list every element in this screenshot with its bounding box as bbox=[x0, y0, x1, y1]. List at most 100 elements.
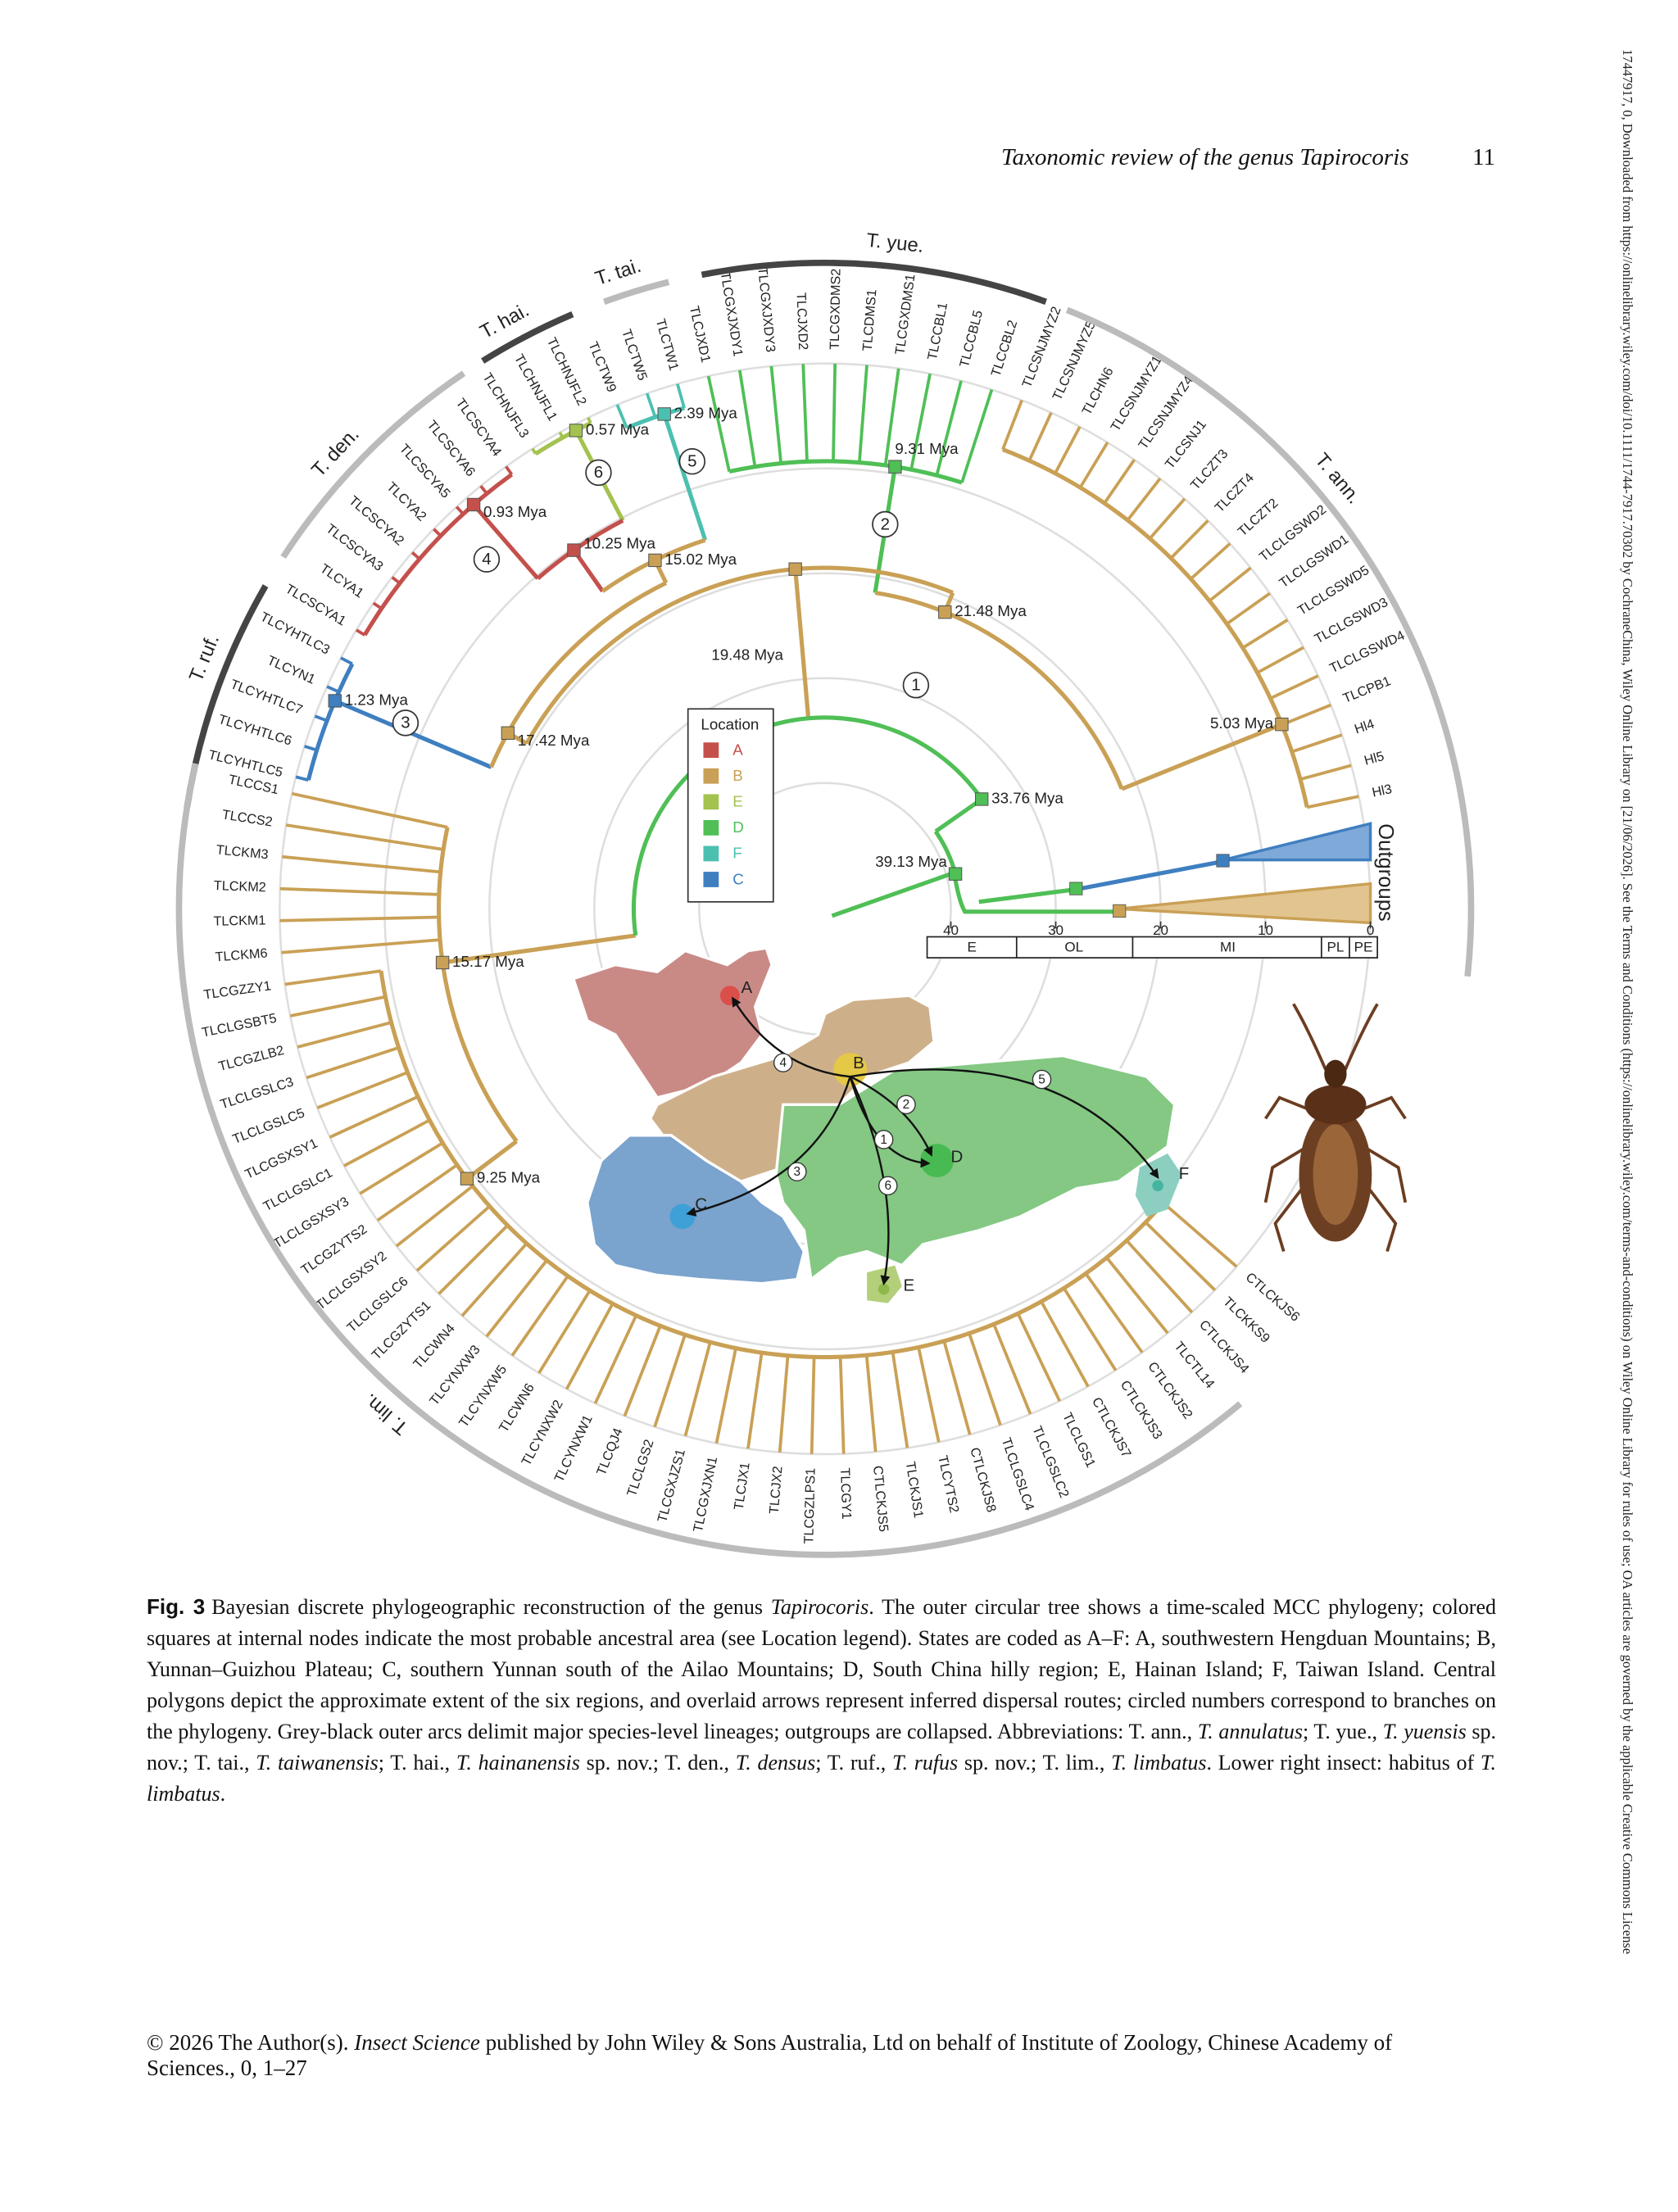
node-age-label: 0.93 Mya bbox=[483, 503, 547, 520]
outgroup-branch bbox=[1076, 859, 1224, 891]
node-age-label: 15.02 Mya bbox=[664, 551, 737, 568]
tip-label: TLCYNXW2 bbox=[519, 1398, 566, 1468]
branch bbox=[1241, 619, 1289, 650]
branch bbox=[415, 1204, 491, 1272]
branch bbox=[1016, 1312, 1061, 1403]
area-dot bbox=[719, 986, 740, 1006]
outgroup-branch bbox=[953, 877, 1119, 914]
epoch-bar bbox=[926, 936, 1378, 959]
text-run: T. hainanensis bbox=[456, 1751, 580, 1775]
tip-label: TLCWN4 bbox=[410, 1321, 458, 1371]
tip-label: TLCSCYA1 bbox=[283, 582, 348, 629]
area-dot bbox=[920, 1144, 954, 1178]
branch bbox=[992, 1323, 1032, 1415]
branch bbox=[1190, 542, 1231, 581]
route-number-circle bbox=[896, 1095, 916, 1115]
node-age-label: 19.48 Mya bbox=[711, 646, 783, 663]
branch bbox=[537, 1290, 592, 1375]
branch bbox=[1121, 722, 1283, 791]
branch bbox=[810, 1357, 816, 1454]
legend-swatch bbox=[703, 845, 719, 862]
node-age-label: 9.25 Mya bbox=[477, 1169, 541, 1186]
branch bbox=[510, 1275, 569, 1357]
branch-arc bbox=[625, 406, 685, 430]
text-run: ; T. yue., bbox=[1302, 1720, 1383, 1743]
tip-label: TLCZT3 bbox=[1188, 446, 1231, 493]
branch bbox=[1084, 1272, 1144, 1353]
area-dot bbox=[833, 1053, 868, 1087]
branch bbox=[1040, 1300, 1090, 1388]
area-dot bbox=[669, 1203, 696, 1230]
tip-label: TLCLGSLC5 bbox=[230, 1105, 306, 1147]
node-square bbox=[948, 867, 963, 881]
node-age-label: 5.03 Mya bbox=[1210, 714, 1274, 732]
tip-label: TLCLGSLC2 bbox=[1029, 1424, 1072, 1500]
text-run: T. limbatus bbox=[1111, 1751, 1207, 1775]
tip-label: TLCYTS2 bbox=[935, 1454, 961, 1514]
root-stem bbox=[831, 872, 952, 918]
branch bbox=[565, 1303, 615, 1390]
text-run: sp. nov.; T. lim., bbox=[958, 1751, 1112, 1775]
branch bbox=[531, 447, 537, 455]
node-square bbox=[501, 726, 515, 740]
branch bbox=[279, 915, 439, 922]
text-run: Bayesian discrete phylogeographic recons… bbox=[211, 1595, 771, 1619]
tip-label: TLCHNJFL2 bbox=[544, 335, 589, 408]
branch bbox=[343, 1118, 431, 1167]
branch bbox=[279, 886, 439, 896]
branch bbox=[934, 797, 983, 833]
node-square bbox=[1113, 904, 1127, 918]
branch bbox=[968, 1332, 1002, 1426]
branch bbox=[706, 375, 731, 472]
branch bbox=[1027, 411, 1053, 462]
branch bbox=[746, 1352, 764, 1449]
node-age-label: 9.31 Mya bbox=[895, 440, 959, 457]
branch bbox=[316, 1071, 409, 1109]
branch bbox=[505, 465, 514, 476]
tip-label: TLCPB1 bbox=[1341, 673, 1394, 706]
branch bbox=[1162, 1201, 1238, 1268]
tip-label: TLCCBL1 bbox=[925, 301, 950, 361]
clade-arc bbox=[481, 311, 574, 364]
node-square bbox=[648, 553, 662, 568]
branch bbox=[1226, 592, 1271, 626]
branch bbox=[935, 380, 963, 476]
branch bbox=[572, 549, 605, 593]
wing bbox=[1313, 1124, 1358, 1226]
node-age-label: 33.76 Mya bbox=[991, 789, 1063, 806]
tip-label: TLCYHTLC6 bbox=[216, 712, 293, 749]
branch bbox=[465, 1140, 518, 1181]
axis-tick-label: 10 bbox=[1258, 922, 1273, 938]
branch-number-circle bbox=[392, 709, 420, 737]
tip-label: TLCJXD1 bbox=[687, 305, 714, 364]
outgroup-wedge bbox=[1118, 882, 1372, 925]
branch bbox=[1054, 425, 1082, 474]
legend-label: E bbox=[732, 793, 743, 810]
node-age-label: 0.57 Mya bbox=[586, 420, 650, 437]
tip-label: TLCKM1 bbox=[213, 913, 265, 928]
branch-arc bbox=[874, 590, 1124, 790]
area-dot bbox=[1152, 1180, 1163, 1192]
tip-label: TLCLGSBT5 bbox=[201, 1011, 278, 1040]
tip-label: TLCJX2 bbox=[767, 1466, 786, 1515]
text-run: Insect Science bbox=[354, 2030, 480, 2055]
legend-label: A bbox=[732, 741, 743, 758]
caption-label: Fig. 3 bbox=[147, 1594, 206, 1619]
node-age-label: 1.23 Mya bbox=[345, 691, 409, 708]
legend-label: C bbox=[732, 870, 744, 887]
branch-number-circle bbox=[902, 672, 930, 699]
tip-label: TLCCBL5 bbox=[957, 309, 986, 369]
branch-arc bbox=[362, 473, 514, 637]
branch bbox=[485, 1259, 548, 1338]
text-run: © 2026 The Author(s). bbox=[147, 2030, 355, 2055]
branch bbox=[1148, 497, 1186, 540]
branch-number: 2 bbox=[881, 514, 890, 533]
tip-label: TLCKJS1 bbox=[903, 1461, 926, 1519]
branch bbox=[295, 775, 309, 782]
tip-label: TLCGY1 bbox=[837, 1467, 854, 1520]
branch bbox=[1062, 1287, 1118, 1371]
branch bbox=[1103, 459, 1136, 505]
region-d bbox=[774, 1054, 1177, 1282]
side-note: 17447917, 0, Downloaded from https://onl… bbox=[1620, 49, 1635, 1954]
branch bbox=[778, 1355, 790, 1453]
